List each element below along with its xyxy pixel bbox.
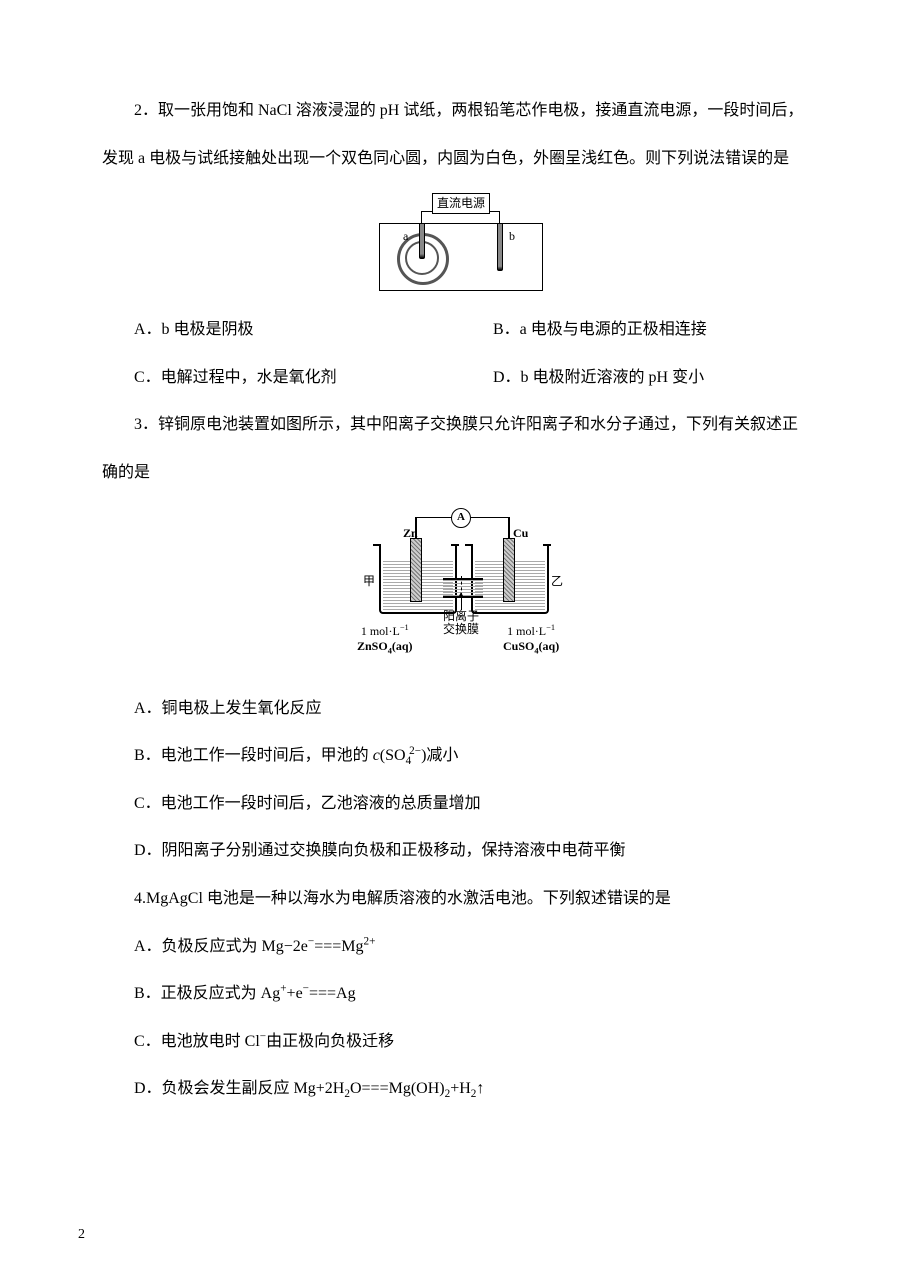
q4d-mid2: +H	[450, 1080, 471, 1097]
page-number: 2	[78, 1224, 85, 1246]
q3-stem-line2: 确的是	[102, 460, 820, 486]
q4b-mid: +e	[287, 985, 303, 1002]
q2-option-b: B．a 电极与电源的正极相连接	[461, 317, 820, 343]
q2-electrode-b	[497, 223, 503, 271]
q3-left-solution: 1 mol·L−1 ZnSO4(aq)	[357, 624, 413, 654]
q3-left-conc-sup: −1	[400, 623, 409, 632]
q3-left-sol: ZnSO	[357, 639, 388, 653]
q3-left-conc: 1 mol·L	[361, 624, 400, 638]
q3-label-jia: 甲	[363, 572, 375, 591]
q3-lip-lr	[451, 544, 459, 546]
q3-ammeter: A	[451, 508, 471, 528]
q3-right-conc: 1 mol·L	[507, 624, 546, 638]
q3-wire-tr	[471, 517, 509, 519]
q3-option-d: D．阴阳离子分别通过交换膜向负极和正极移动，保持溶液中电荷平衡	[102, 838, 820, 864]
q3-electrode-cu	[503, 538, 515, 602]
q3-lip-rl	[465, 544, 473, 546]
q4b-pre: B．正极反应式为 Ag	[134, 985, 280, 1002]
q3-right-conc-sup: −1	[546, 623, 555, 632]
q4a-sup2: 2+	[364, 935, 376, 947]
q2-option-d: D．b 电极附近溶液的 pH 变小	[461, 365, 820, 391]
q2-electrode-a	[419, 223, 425, 259]
q3-right-solution: 1 mol·L−1 CuSO4(aq)	[503, 624, 559, 654]
q3-arrow	[461, 596, 462, 610]
q2-stem-line1: 2．取一张用饱和 NaCl 溶液浸湿的 pH 试纸，两根铅笔芯作电极，接通直流电…	[102, 98, 820, 124]
q2-figure-box: 直流电源 a b	[375, 193, 547, 295]
page: 2．取一张用饱和 NaCl 溶液浸湿的 pH 试纸，两根铅笔芯作电极，接通直流电…	[0, 0, 920, 1274]
q3-electrode-zn	[410, 538, 422, 602]
q3-figure-box: A Zn Cu 甲 乙 阳离子	[321, 508, 601, 674]
q4-option-b: B．正极反应式为 Ag++e−===Ag	[102, 981, 820, 1007]
q2-options-row1: A．b 电极是阴极 B．a 电极与电源的正极相连接	[102, 317, 820, 343]
q2-power-label: 直流电源	[432, 193, 490, 214]
q3-optb-post: )减小	[421, 747, 458, 764]
q2-options-row2: C．电解过程中，水是氧化剂 D．b 电极附近溶液的 pH 变小	[102, 365, 820, 391]
q3-wire-dr	[508, 517, 510, 539]
q2-label-a: a	[403, 227, 408, 246]
q4c-post: 由正极向负极迁移	[266, 1033, 394, 1050]
q3-left-sol-aq: (aq)	[392, 639, 413, 653]
q3-optb-c: c	[373, 747, 380, 764]
q2-option-a: A．b 电极是阴极	[102, 317, 461, 343]
q3-lip-rr	[543, 544, 551, 546]
q3-right-sol: CuSO	[503, 639, 534, 653]
q3-optb-sp-pre: (SO	[380, 747, 406, 764]
q3-membrane-label: 阳离子 交换膜	[443, 610, 479, 638]
q4d-post: ↑	[476, 1080, 484, 1097]
q2-label-b: b	[509, 227, 515, 246]
q3-lip-ll	[373, 544, 381, 546]
q2-figure: 直流电源 a b	[102, 193, 820, 295]
q4-stem: 4.MgAgCl 电池是一种以海水为电解质溶液的水激活电池。下列叙述错误的是	[102, 886, 820, 912]
q4d-mid1: O===Mg(OH)	[350, 1080, 445, 1097]
q4a-pre: A．负极反应式为 Mg−2e	[134, 938, 308, 955]
q3-membrane-l1: 阳离子	[443, 609, 479, 623]
q3-label-cu: Cu	[513, 524, 528, 543]
q3-right-sol-aq: (aq)	[539, 639, 560, 653]
q4c-pre: C．电池放电时 Cl	[134, 1033, 260, 1050]
q3-optb-sub2: 4	[406, 755, 412, 767]
q4d-pre: D．负极会发生副反应 Mg+2H	[134, 1080, 344, 1097]
q4-option-c: C．电池放电时 Cl−由正极向负极迁移	[102, 1029, 820, 1055]
q4b-post: ===Ag	[309, 985, 356, 1002]
q3-wire-tl	[415, 517, 453, 519]
q3-membrane-l2: 交换膜	[443, 622, 479, 636]
q2-option-c: C．电解过程中，水是氧化剂	[102, 365, 461, 391]
q2-stem-line2: 发现 a 电极与试纸接触处出现一个双色同心圆，内圆为白色，外圈呈浅红色。则下列说…	[102, 146, 820, 172]
q4a-mid: ===Mg	[314, 938, 363, 955]
q3-stem-line1: 3．锌铜原电池装置如图所示，其中阳离子交换膜只允许阳离子和水分子通过，下列有关叙…	[102, 412, 820, 438]
q4-option-d: D．负极会发生副反应 Mg+2H2O===Mg(OH)2+H2↑	[102, 1076, 820, 1102]
q3-optb-pre: B．电池工作一段时间后，甲池的	[134, 747, 373, 764]
q3-option-b: B．电池工作一段时间后，甲池的 c(SO42−)减小	[102, 743, 820, 769]
q3-label-yi: 乙	[551, 572, 563, 591]
q3-option-c: C．电池工作一段时间后，乙池溶液的总质量增加	[102, 791, 820, 817]
q3-option-a: A．铜电极上发生氧化反应	[102, 696, 820, 722]
q3-figure: A Zn Cu 甲 乙 阳离子	[102, 508, 820, 674]
q4-option-a: A．负极反应式为 Mg−2e−===Mg2+	[102, 934, 820, 960]
